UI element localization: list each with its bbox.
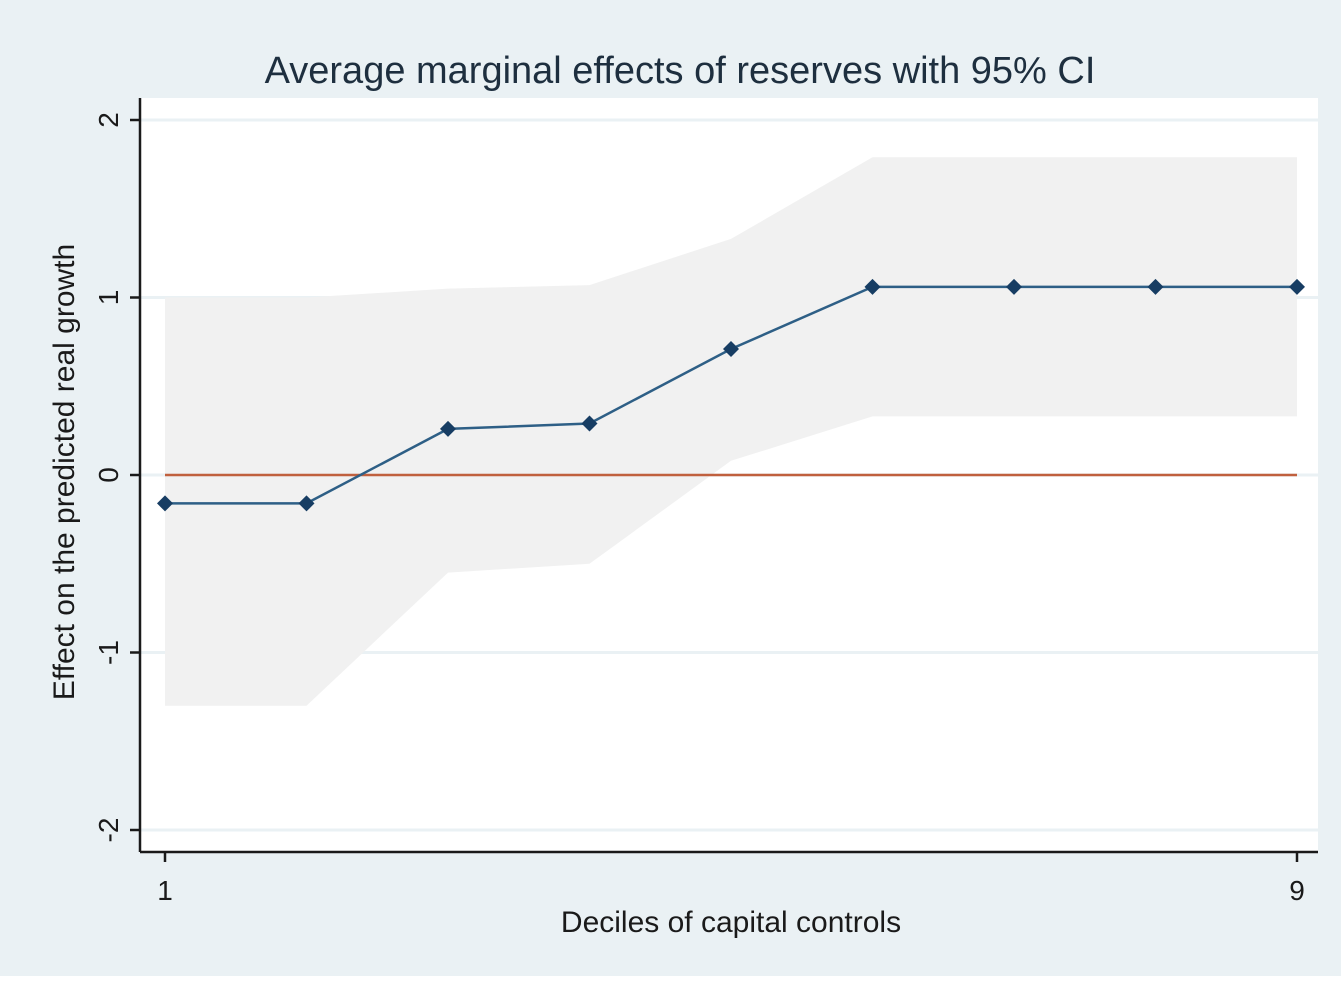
- y-tick-label: 0: [93, 467, 124, 483]
- x-tick-label: 1: [157, 875, 173, 906]
- y-tick-label: -2: [93, 818, 124, 843]
- data-point: [723, 340, 739, 357]
- y-tick-label: 1: [93, 290, 124, 306]
- data-point: [1006, 278, 1022, 295]
- y-tick-label: 2: [93, 112, 124, 128]
- data-point: [157, 495, 173, 512]
- y-tick-label: -1: [93, 640, 124, 665]
- y-axis-label: Effect on the predicted real growth: [48, 244, 81, 700]
- data-point: [440, 420, 456, 437]
- axis-ticks: -2 -1 0 1 2 1 9: [93, 112, 1305, 906]
- data-point: [298, 495, 315, 512]
- data-point: [864, 278, 881, 295]
- chart-title: Average marginal effects of reserves wit…: [265, 50, 1096, 92]
- x-axis-label: Deciles of capital controls: [561, 906, 901, 939]
- data-point: [1289, 278, 1305, 295]
- x-tick-label: 9: [1289, 875, 1305, 906]
- data-markers: [157, 278, 1305, 512]
- data-point: [1147, 278, 1164, 295]
- data-point: [581, 415, 598, 432]
